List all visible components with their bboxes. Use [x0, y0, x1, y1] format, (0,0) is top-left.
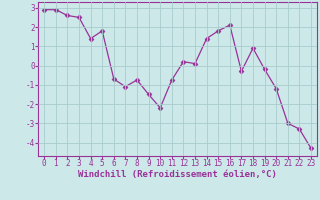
X-axis label: Windchill (Refroidissement éolien,°C): Windchill (Refroidissement éolien,°C) [78, 170, 277, 179]
